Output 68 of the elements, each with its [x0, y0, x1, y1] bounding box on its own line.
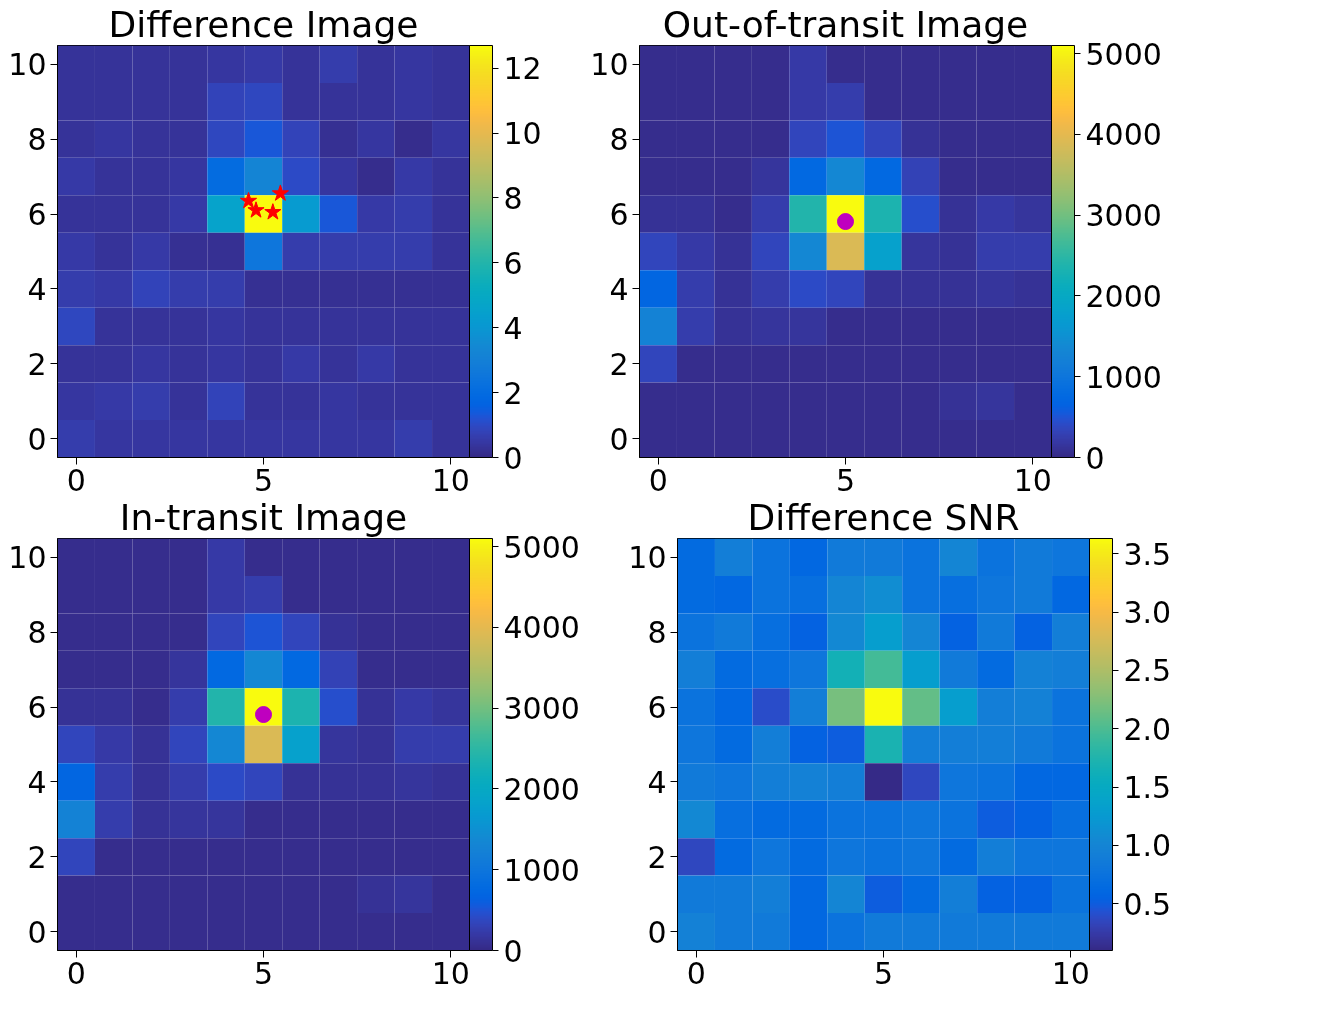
color-bar-label: 1000: [1085, 359, 1162, 395]
y-tick-label: 10: [8, 540, 47, 576]
y-tick-label: 0: [27, 914, 47, 950]
y-tick-label: 4: [27, 764, 47, 800]
color-bar-label: 4000: [1085, 117, 1162, 153]
x-tick-label: 10: [431, 462, 470, 498]
color-bar-label: 2.5: [1123, 653, 1172, 689]
y-tick-label: 6: [27, 690, 47, 726]
color-bar-label: 3000: [503, 691, 580, 727]
y-tick-label: 6: [609, 197, 629, 233]
chart-title: Difference SNR: [747, 496, 1020, 538]
y-tick-label: 8: [647, 615, 667, 651]
y-tick-label: 10: [8, 47, 47, 83]
y-tick-label: 2: [27, 839, 47, 875]
x-tick-label: 5: [873, 955, 894, 991]
color-bar-label: 2000: [1085, 278, 1162, 314]
color-bar-label: 4: [503, 310, 523, 346]
color-bar-label: 1000: [503, 852, 580, 888]
y-tick-label: 6: [27, 197, 47, 233]
x-tick-label: 0: [686, 955, 706, 991]
chart-title: Difference Image: [108, 3, 419, 45]
color-bar-label: 2.0: [1123, 711, 1172, 747]
y-tick-label: 2: [27, 346, 47, 382]
x-tick-label: 0: [66, 462, 86, 498]
y-tick-label: 6: [647, 690, 667, 726]
color-bar-label: 8: [503, 180, 523, 216]
point: [264, 203, 282, 220]
y-tick-label: 4: [647, 764, 667, 800]
color-bar-label: 4000: [503, 610, 580, 646]
y-tick-label: 10: [628, 540, 667, 576]
color-bar-label: 3000: [1085, 198, 1162, 234]
x-tick-label: 5: [835, 462, 856, 498]
y-tick-label: 2: [647, 839, 667, 875]
x-tick-label: 5: [253, 462, 274, 498]
x-tick-label: 10: [431, 955, 470, 991]
color-bar-label: 0: [503, 440, 523, 476]
color-bar-label: 0.5: [1123, 886, 1172, 922]
y-tick-label: 4: [609, 271, 629, 307]
point: [239, 191, 258, 209]
chart-title: Out-of-transit Image: [662, 3, 1029, 45]
y-tick-label: 0: [27, 421, 47, 457]
color-bar-label: 3.5: [1123, 536, 1172, 572]
chart-title: In-transit Image: [119, 496, 408, 538]
y-tick-label: 0: [647, 914, 667, 950]
color-bar-label: 2: [503, 375, 523, 411]
y-tick-label: 8: [27, 122, 47, 158]
color-bar-label: 1.0: [1123, 828, 1172, 864]
y-tick-label: 0: [609, 421, 629, 457]
color-bar-label: 3.0: [1123, 595, 1172, 631]
color-bar-label: 1.5: [1123, 770, 1172, 806]
x-tick-label: 5: [253, 955, 274, 991]
x-tick-label: 10: [1051, 955, 1090, 991]
color-bar-label: 2000: [503, 771, 580, 807]
y-tick-label: 8: [609, 122, 629, 158]
x-tick-label: 0: [66, 955, 86, 991]
color-bar-label: 10: [503, 116, 542, 152]
point: [271, 184, 289, 201]
color-bar-label: 5000: [1085, 36, 1162, 72]
color-bar-label: 12: [503, 51, 542, 87]
y-tick-label: 4: [27, 271, 47, 307]
y-tick-label: 10: [590, 47, 629, 83]
y-tick-label: 8: [27, 615, 47, 651]
color-bar-label: 0: [1085, 440, 1105, 476]
color-bar-label: 0: [503, 933, 523, 969]
y-tick-label: 2: [609, 346, 629, 382]
x-tick-label: 10: [1013, 462, 1052, 498]
color-bar-label: 6: [503, 245, 523, 281]
color-bar-label: 5000: [503, 529, 580, 565]
